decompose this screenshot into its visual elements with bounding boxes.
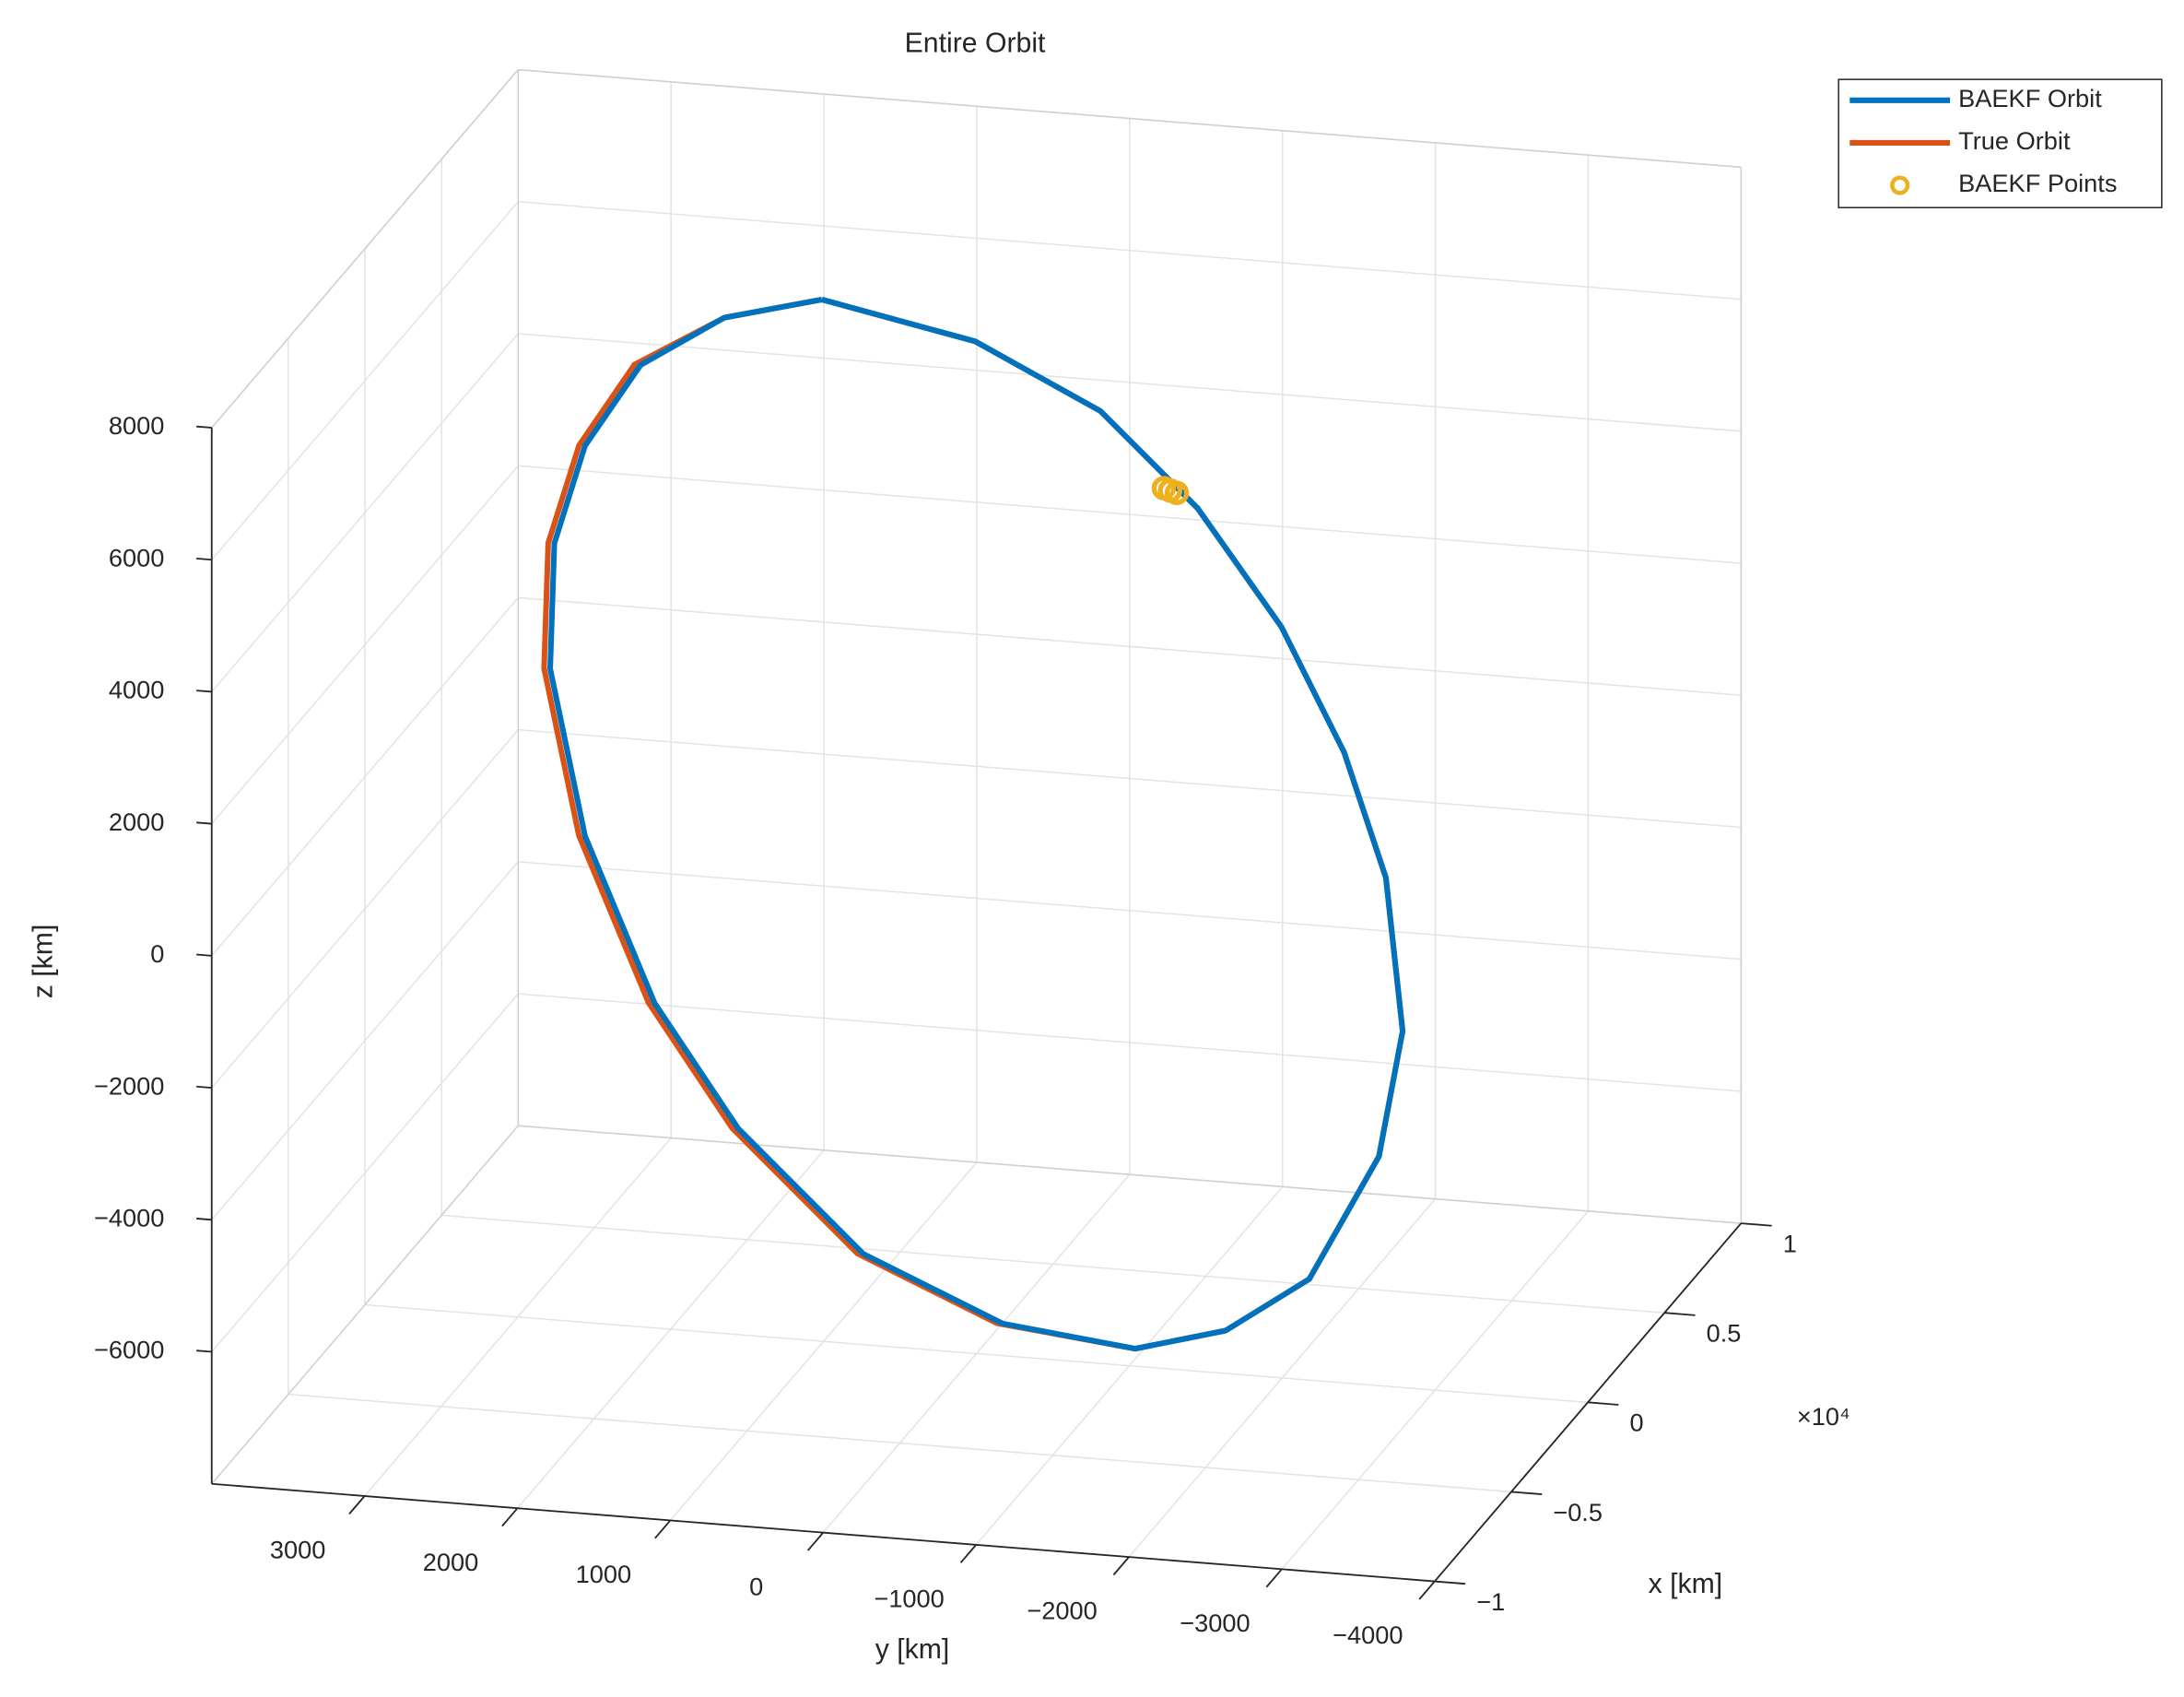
z-tick	[196, 425, 212, 429]
z-tick	[196, 1218, 212, 1221]
y-tick	[1265, 1568, 1283, 1588]
x-tick-label: 0.5	[1707, 1319, 1742, 1348]
x-tick	[1664, 1312, 1696, 1316]
legend-label: BAEKF Points	[1958, 169, 2117, 197]
y-tick	[806, 1532, 824, 1551]
y-tick	[348, 1495, 366, 1514]
z-tick-label: −6000	[94, 1336, 164, 1364]
x-tick	[1510, 1491, 1543, 1495]
x-axis-label: x [km]	[1649, 1569, 1723, 1599]
x-exponent: ×10⁴	[1797, 1402, 1850, 1431]
y-tick	[1112, 1556, 1130, 1576]
z-tick	[196, 821, 212, 825]
grid-line	[518, 728, 1742, 829]
z-tick	[196, 1349, 212, 1353]
grid-line	[518, 333, 1742, 432]
x-tick-label: 0	[1629, 1408, 1643, 1437]
z-tick-label: 6000	[109, 543, 164, 572]
z-tick-label: −4000	[94, 1204, 164, 1232]
grid-line	[518, 201, 1742, 301]
y-tick-label: 1000	[576, 1560, 631, 1588]
box-edge	[211, 69, 519, 429]
grid-line	[518, 993, 1742, 1092]
z-tick	[196, 557, 212, 561]
legend-label: BAEKF Orbit	[1958, 84, 2102, 112]
z-tick-label: 0	[150, 939, 164, 968]
box-edge	[518, 1125, 1742, 1224]
y-tick	[654, 1519, 672, 1539]
grid-line	[518, 861, 1742, 960]
y-tick	[1418, 1580, 1436, 1600]
y-tick-label: −1000	[874, 1585, 944, 1613]
plot: Entire Orbit z [km] y [km] x [km] ×10⁴ −…	[28, 28, 2163, 1665]
z-axis-label: z [km]	[28, 925, 58, 999]
x-tick-label: −0.5	[1553, 1498, 1603, 1526]
orbit-line	[547, 297, 1406, 1352]
z-tick	[196, 953, 212, 957]
grid-line	[364, 1303, 1589, 1404]
y-tick	[959, 1544, 977, 1563]
x-tick-label: −1	[1476, 1587, 1505, 1616]
z-tick-label: 8000	[109, 411, 164, 440]
z-tick-label: 4000	[109, 676, 164, 704]
z-tick-label: −2000	[94, 1071, 164, 1100]
y-tick	[501, 1507, 519, 1527]
chart-title: Entire Orbit	[905, 28, 1046, 58]
z-tick	[196, 1085, 212, 1090]
orbit-point	[1164, 480, 1190, 505]
x-tick-label: 1	[1783, 1229, 1797, 1257]
y-tick-label: 0	[749, 1572, 763, 1600]
z-tick	[196, 689, 212, 693]
box-edge	[518, 68, 1742, 169]
legend-marker	[1890, 175, 1910, 195]
y-tick-label: 2000	[423, 1548, 478, 1576]
x-tick	[1434, 1580, 1466, 1585]
grid-line	[288, 1393, 1512, 1493]
legend-label: True Orbit	[1958, 126, 2071, 155]
x-tick	[1588, 1401, 1619, 1406]
grid-line	[441, 1214, 1665, 1314]
y-axis-label: y [km]	[875, 1634, 950, 1665]
x-tick	[1741, 1222, 1772, 1227]
y-tick-label: 3000	[270, 1536, 325, 1564]
grid-line	[518, 465, 1742, 564]
grid-line	[518, 596, 1742, 696]
y-tick-label: −2000	[1027, 1597, 1097, 1625]
y-tick-label: −4000	[1333, 1620, 1403, 1649]
y-tick-label: −3000	[1180, 1609, 1250, 1637]
box-edge	[211, 1125, 519, 1485]
z-tick-label: 2000	[109, 807, 164, 836]
